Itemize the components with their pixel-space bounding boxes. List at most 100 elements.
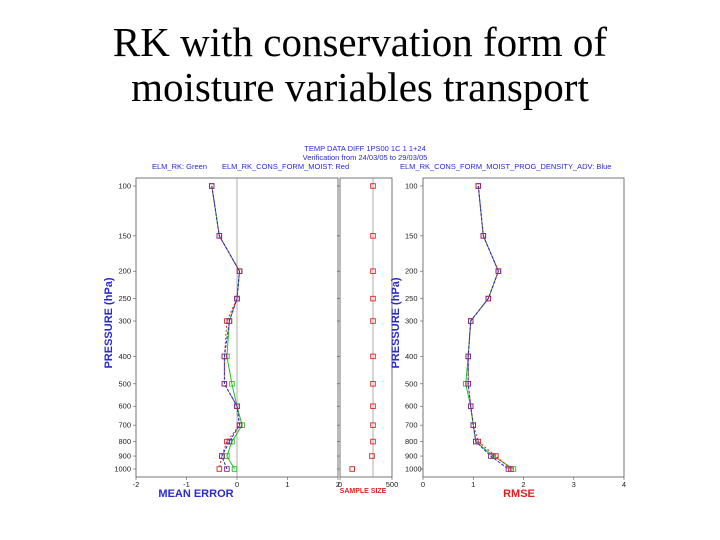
data-point-blue [221, 353, 228, 360]
data-point-blue [505, 466, 512, 472]
data-point-blue [226, 438, 233, 445]
y-tick-label: 150 [405, 231, 418, 240]
data-point-red [370, 183, 376, 189]
data-point-blue [470, 422, 477, 428]
series-line-blue [211, 185, 241, 470]
data-point-red [349, 466, 355, 472]
y-tick-label: 300 [405, 317, 418, 326]
data-point-blue [473, 438, 479, 445]
x-tick-label: 2 [521, 480, 525, 489]
data-point-blue [467, 318, 474, 324]
rmse-ylabel: PRESSURE (hPa) [390, 277, 402, 368]
data-point-blue [475, 183, 482, 189]
data-point-blue [495, 268, 502, 274]
data-point-red [216, 466, 223, 472]
series-line-red [467, 185, 512, 470]
data-point-red [370, 381, 376, 387]
rmse-xlabel: RMSE [503, 488, 535, 500]
x-tick-label: 0 [235, 480, 239, 489]
panel-sample_size: 0 500 [337, 177, 399, 489]
data-point-blue [488, 453, 494, 459]
data-point-blue [465, 381, 471, 387]
y-tick-label: 200 [118, 267, 131, 276]
y-tick-label: 900 [405, 452, 418, 461]
x-tick-label: 500 [386, 480, 399, 489]
x-tick-label: 3 [572, 480, 576, 489]
data-point-blue [465, 353, 471, 360]
data-point-blue [234, 295, 240, 302]
data-point-red [370, 438, 376, 445]
mean-error-xlabel: MEAN ERROR [158, 488, 233, 500]
data-point-red [370, 353, 376, 360]
data-point-red [370, 318, 376, 324]
y-tick-label: 1000 [114, 465, 131, 474]
y-tick-label: 600 [118, 402, 131, 411]
data-point-green [229, 381, 235, 387]
y-tick-label: 300 [118, 317, 131, 326]
panel-frame-rmse [422, 177, 625, 478]
y-tick-label: 1000 [405, 465, 422, 474]
data-point-blue [467, 403, 474, 409]
slide-title: RK with conservation form of moisture va… [0, 20, 720, 110]
y-tick-label: 100 [405, 182, 418, 191]
chart-header: TEMP DATA DIFF 1PS00 1C 1 1+24 Verificat… [152, 144, 611, 171]
data-point-blue [219, 453, 225, 459]
header-line2: Verification from 24/03/05 to 29/03/05 [303, 153, 428, 162]
chart-panels: 1001502002503004005006007008009001000-2-… [114, 177, 626, 489]
data-point-blue [480, 233, 487, 239]
data-point-blue [221, 381, 228, 387]
y-tick-label: 500 [405, 379, 418, 388]
data-point-red [370, 268, 376, 274]
x-tick-label: -1 [183, 480, 190, 489]
data-point-blue [226, 318, 233, 324]
x-tick-label: 4 [622, 480, 626, 489]
mean-error-ylabel: PRESSURE (hPa) [103, 277, 115, 368]
y-tick-label: 150 [118, 231, 131, 240]
data-point-red [370, 422, 376, 428]
panel-frame-sample_size [339, 177, 393, 478]
data-point-red [370, 403, 376, 409]
y-tick-label: 500 [118, 379, 131, 388]
y-tick-label: 250 [118, 294, 131, 303]
data-point-red [370, 295, 376, 302]
data-point-blue [216, 233, 223, 239]
slide-title-line1: RK with conservation form of [112, 19, 608, 65]
x-tick-label: 1 [285, 480, 289, 489]
y-tick-label: 600 [405, 402, 418, 411]
data-point-red [370, 233, 376, 239]
data-point-green [231, 466, 238, 472]
y-tick-label: 200 [405, 267, 418, 276]
y-tick-label: 400 [118, 352, 131, 361]
y-tick-label: 700 [118, 421, 131, 430]
slide-title-line2: moisture variables transport [131, 64, 589, 110]
x-tick-label: 0 [338, 480, 342, 489]
x-tick-label: -2 [133, 480, 140, 489]
legend-green: ELM_RK: Green [152, 162, 207, 171]
x-tick-label: 0 [421, 480, 425, 489]
sample-size-xlabel: SAMPLE SIZE [340, 488, 387, 495]
data-point-blue [234, 403, 240, 409]
panel-mean_error: 1001502002503004005006007008009001000-2-… [114, 177, 340, 489]
x-tick-label: 1 [471, 480, 475, 489]
series-line-red [211, 185, 241, 470]
legend-blue: ELM_RK_CONS_FORM_MOIST_PROG_DENSITY_ADV:… [400, 162, 611, 171]
y-tick-label: 800 [118, 437, 131, 446]
header-line1: TEMP DATA DIFF 1PS00 1C 1 1+24 [304, 144, 426, 153]
data-point-red [369, 453, 375, 459]
data-point-blue [485, 295, 492, 302]
legend-red: ELM_RK_CONS_FORM_MOIST: Red [222, 162, 349, 171]
y-tick-label: 700 [405, 421, 418, 430]
y-tick-label: 800 [405, 437, 418, 446]
data-point-blue [208, 183, 215, 189]
panel-rmse: 100 150 200 250 300 400 500 600 700 800 900 1000 0 1 2… [405, 177, 626, 489]
y-tick-label: 100 [118, 182, 131, 191]
y-tick-label: 250 [405, 294, 418, 303]
data-point-blue [236, 422, 243, 428]
y-tick-label: 400 [405, 352, 418, 361]
x-tick-label: 2 [336, 480, 340, 489]
data-point-blue [236, 268, 243, 274]
data-point-blue [224, 466, 230, 472]
y-tick-label: 900 [118, 452, 131, 461]
series-line-green [465, 185, 514, 470]
